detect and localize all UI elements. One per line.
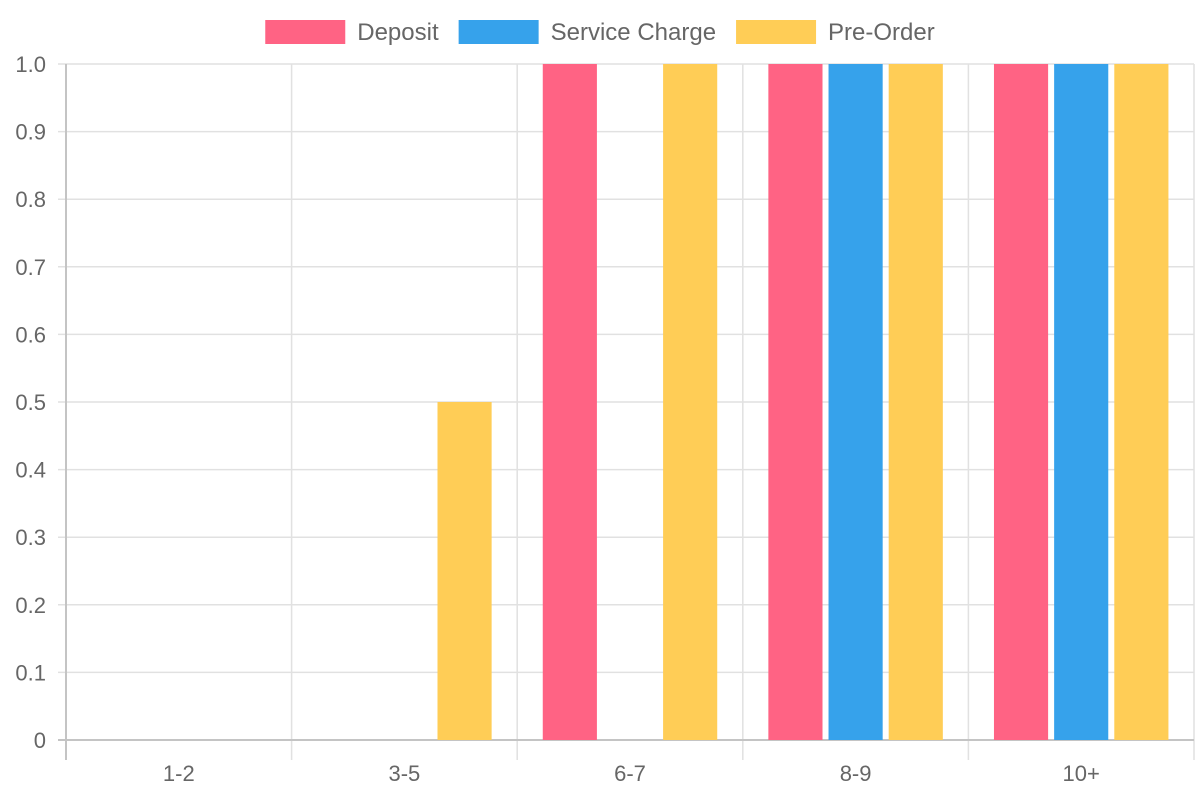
bar-pre-order-3-5[interactable] [437, 402, 492, 740]
bar-deposit-6-7[interactable] [542, 64, 597, 740]
x-tick-label: 10+ [1063, 761, 1100, 786]
y-tick-label: 0.7 [15, 255, 46, 280]
y-tick-label: 0.8 [15, 187, 46, 212]
bar-service-charge-10-[interactable] [1054, 64, 1109, 740]
y-tick-label: 0.4 [15, 458, 46, 483]
y-tick-label: 0.2 [15, 593, 46, 618]
y-tick-label: 0.5 [15, 390, 46, 415]
legend-swatch [458, 20, 539, 44]
x-tick-label: 3-5 [389, 761, 421, 786]
y-axis-ticks: 0 0.1 0.2 0.3 0.4 0.5 0.6 0.7 0.8 0.9 1.0 [15, 52, 46, 753]
x-tick-label: 6-7 [614, 761, 646, 786]
bar-pre-order-10-[interactable] [1114, 64, 1169, 740]
y-tick-label: 0.6 [15, 322, 46, 347]
legend-swatch [736, 20, 817, 44]
y-tick-label: 0.3 [15, 525, 46, 550]
y-tick-label: 0.1 [15, 660, 46, 685]
legend-label: Service Charge [551, 19, 716, 46]
bar-deposit-10-[interactable] [993, 64, 1049, 740]
legend-item-service-charge[interactable]: Service Charge [458, 19, 716, 46]
legend-item-deposit[interactable]: Deposit [265, 19, 439, 46]
bar-service-charge-8-9[interactable] [828, 64, 883, 740]
x-tick-label: 8-9 [840, 761, 872, 786]
legend[interactable]: Deposit Service Charge Pre-Order [265, 19, 935, 46]
y-tick-label: 0 [34, 728, 46, 753]
y-tick-label: 1.0 [15, 52, 46, 77]
bar-pre-order-8-9[interactable] [888, 64, 943, 740]
legend-label: Deposit [357, 19, 439, 46]
bar-pre-order-6-7[interactable] [663, 64, 718, 740]
x-axis-ticks: 1-2 3-5 6-7 8-9 10+ [163, 761, 1100, 786]
legend-item-pre-order[interactable]: Pre-Order [736, 19, 935, 46]
legend-swatch [265, 20, 346, 44]
y-tick-label: 0.9 [15, 120, 46, 145]
bars [437, 64, 1169, 740]
legend-label: Pre-Order [828, 19, 935, 46]
x-tick-label: 1-2 [163, 761, 195, 786]
bar-deposit-8-9[interactable] [768, 64, 823, 740]
